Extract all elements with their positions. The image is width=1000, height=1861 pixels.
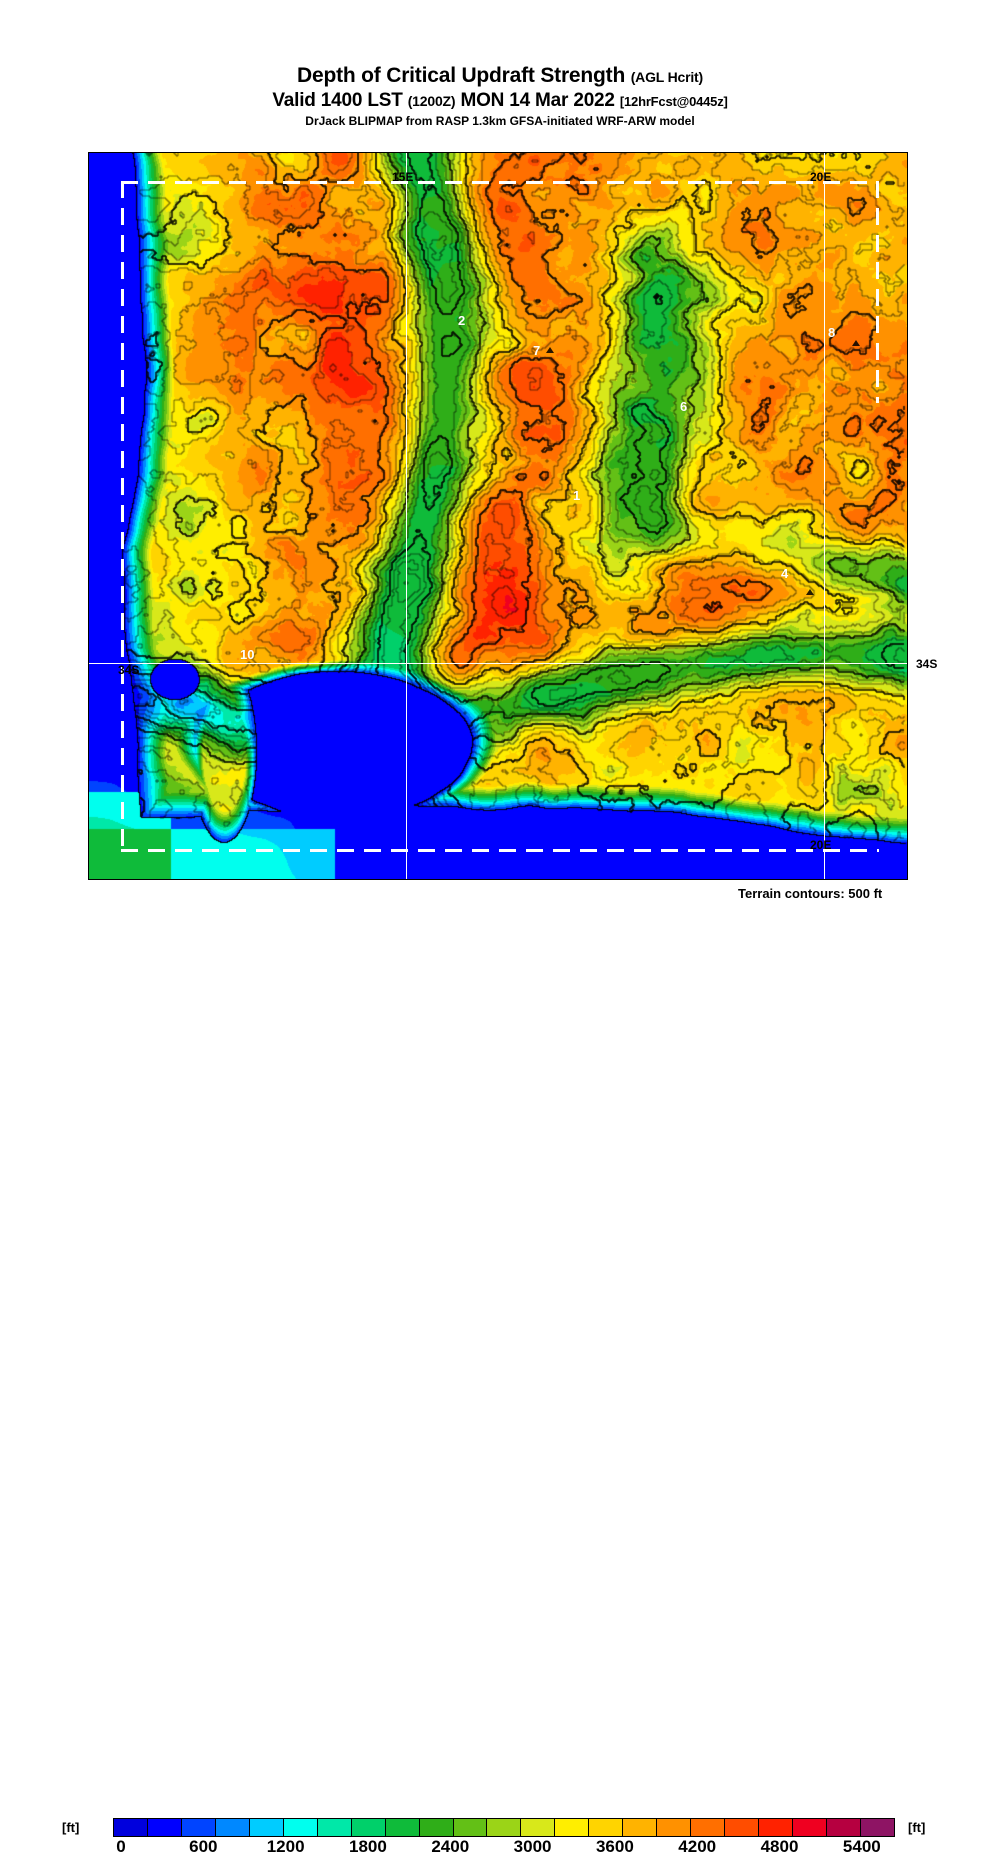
colorbar-tick-labels: 0 600 1200 1800 2400 3000 3600 4200 4800 5400 (113, 1837, 895, 1861)
colorbar-gradient[interactable] (113, 1818, 895, 1837)
map-point-label-2: 2 (458, 313, 466, 328)
map-point-label-1: 1 (573, 488, 581, 503)
edge-label-lon-15e-top: 15E (392, 170, 414, 184)
valid-local-time: Valid 1400 LST (272, 90, 403, 111)
edge-label-lat-34s-left: 34S (118, 663, 140, 677)
colorbar-swatch-16 (657, 1819, 692, 1836)
colorbar-tick-3000: 3000 (513, 1837, 552, 1856)
colorbar-tick-1200: 1200 (266, 1837, 305, 1856)
colorbar-swatch-5 (283, 1819, 318, 1836)
colorbar-swatch-8 (385, 1819, 420, 1836)
terrain-contour-note: Terrain contours: 500 ft (738, 886, 883, 901)
colorbar-swatch-18 (725, 1819, 760, 1836)
colorbar-swatch-2 (181, 1819, 216, 1836)
colorbar-swatch-17 (691, 1819, 726, 1836)
graticule-lon-20e (824, 153, 825, 879)
edge-label-lon-20e-bottom: 20E (810, 838, 832, 852)
colorbar-swatch-0 (114, 1819, 148, 1836)
domain-boundary-bottom (121, 849, 879, 852)
colorbar-tick-600: 600 (189, 1837, 218, 1856)
domain-boundary-right (876, 181, 879, 403)
model-source-line: DrJack BLIPMAP from RASP 1.3km GFSA-init… (305, 114, 695, 128)
colorbar-swatch-22 (860, 1819, 894, 1836)
domain-boundary-left (121, 181, 124, 852)
valid-date: MON 14 Mar 2022 (460, 90, 615, 111)
map-point-marker-4 (806, 589, 814, 595)
page-title-qualifier: (AGL Hcrit) (630, 69, 703, 85)
page-title: Depth of Critical Updraft Strength (AGL … (0, 64, 1000, 89)
colorbar-swatch-21 (827, 1819, 861, 1836)
map-raster (89, 153, 907, 879)
colorbar-swatch-20 (793, 1819, 828, 1836)
colorbar-swatch-14 (589, 1819, 624, 1836)
colorbar-tick-2400: 2400 (431, 1837, 470, 1856)
colorbar-swatch-19 (759, 1819, 794, 1836)
edge-label-lon-20e-top: 20E (810, 170, 832, 184)
forecast-tag: [12hrFcst@0445z] (619, 94, 728, 109)
colorbar-tick-1800: 1800 (349, 1837, 387, 1856)
colorbar-swatch-4 (249, 1819, 284, 1836)
graticule-lat-34s (89, 663, 907, 664)
colorbar-swatch-3 (215, 1819, 250, 1836)
domain-boundary-top (121, 181, 879, 184)
map-point-label-6: 6 (680, 399, 688, 414)
colorbar-legend: [ft] 0 600 1200 1800 2400 3000 3600 4200 4800 540… (0, 908, 1000, 1856)
edge-label-lat-34s-right: 34S (916, 657, 938, 671)
map-point-label-8: 8 (828, 325, 836, 340)
map-point-marker-8 (852, 340, 860, 346)
colorbar-swatch-7 (351, 1819, 386, 1836)
title-block: Depth of Critical Updraft Strength (AGL … (0, 64, 1000, 130)
colorbar-tick-0: 0 (116, 1837, 126, 1856)
valid-utc-time: (1200Z) (407, 93, 456, 109)
colorbar-swatch-6 (317, 1819, 352, 1836)
colorbar-tick-4800: 4800 (760, 1837, 799, 1856)
colorbar-swatch-9 (419, 1819, 454, 1836)
colorbar-swatch-12 (521, 1819, 556, 1836)
map-point-label-10: 10 (240, 647, 255, 662)
valid-time-line: Valid 1400 LST (1200Z) MON 14 Mar 2022 [… (0, 89, 1000, 113)
colorbar-unit-left: [ft] (62, 1820, 80, 1835)
graticule-lon-15e (406, 153, 407, 879)
forecast-map[interactable] (88, 152, 908, 880)
page-title-text: Depth of Critical Updraft Strength (297, 64, 626, 87)
colorbar-tick-3600: 3600 (595, 1837, 634, 1856)
colorbar-tick-5400: 5400 (842, 1837, 881, 1856)
colorbar-tick-4200: 4200 (678, 1837, 717, 1856)
map-point-label-4: 4 (781, 566, 789, 581)
colorbar-swatch-10 (453, 1819, 488, 1836)
map-point-label-7: 7 (533, 343, 541, 358)
map-point-marker-7 (546, 347, 554, 353)
colorbar-swatch-15 (623, 1819, 658, 1836)
colorbar-unit-right: [ft] (908, 1820, 926, 1835)
colorbar-swatch-11 (487, 1819, 522, 1836)
colorbar-swatch-13 (555, 1819, 590, 1836)
colorbar-swatch-1 (147, 1819, 182, 1836)
